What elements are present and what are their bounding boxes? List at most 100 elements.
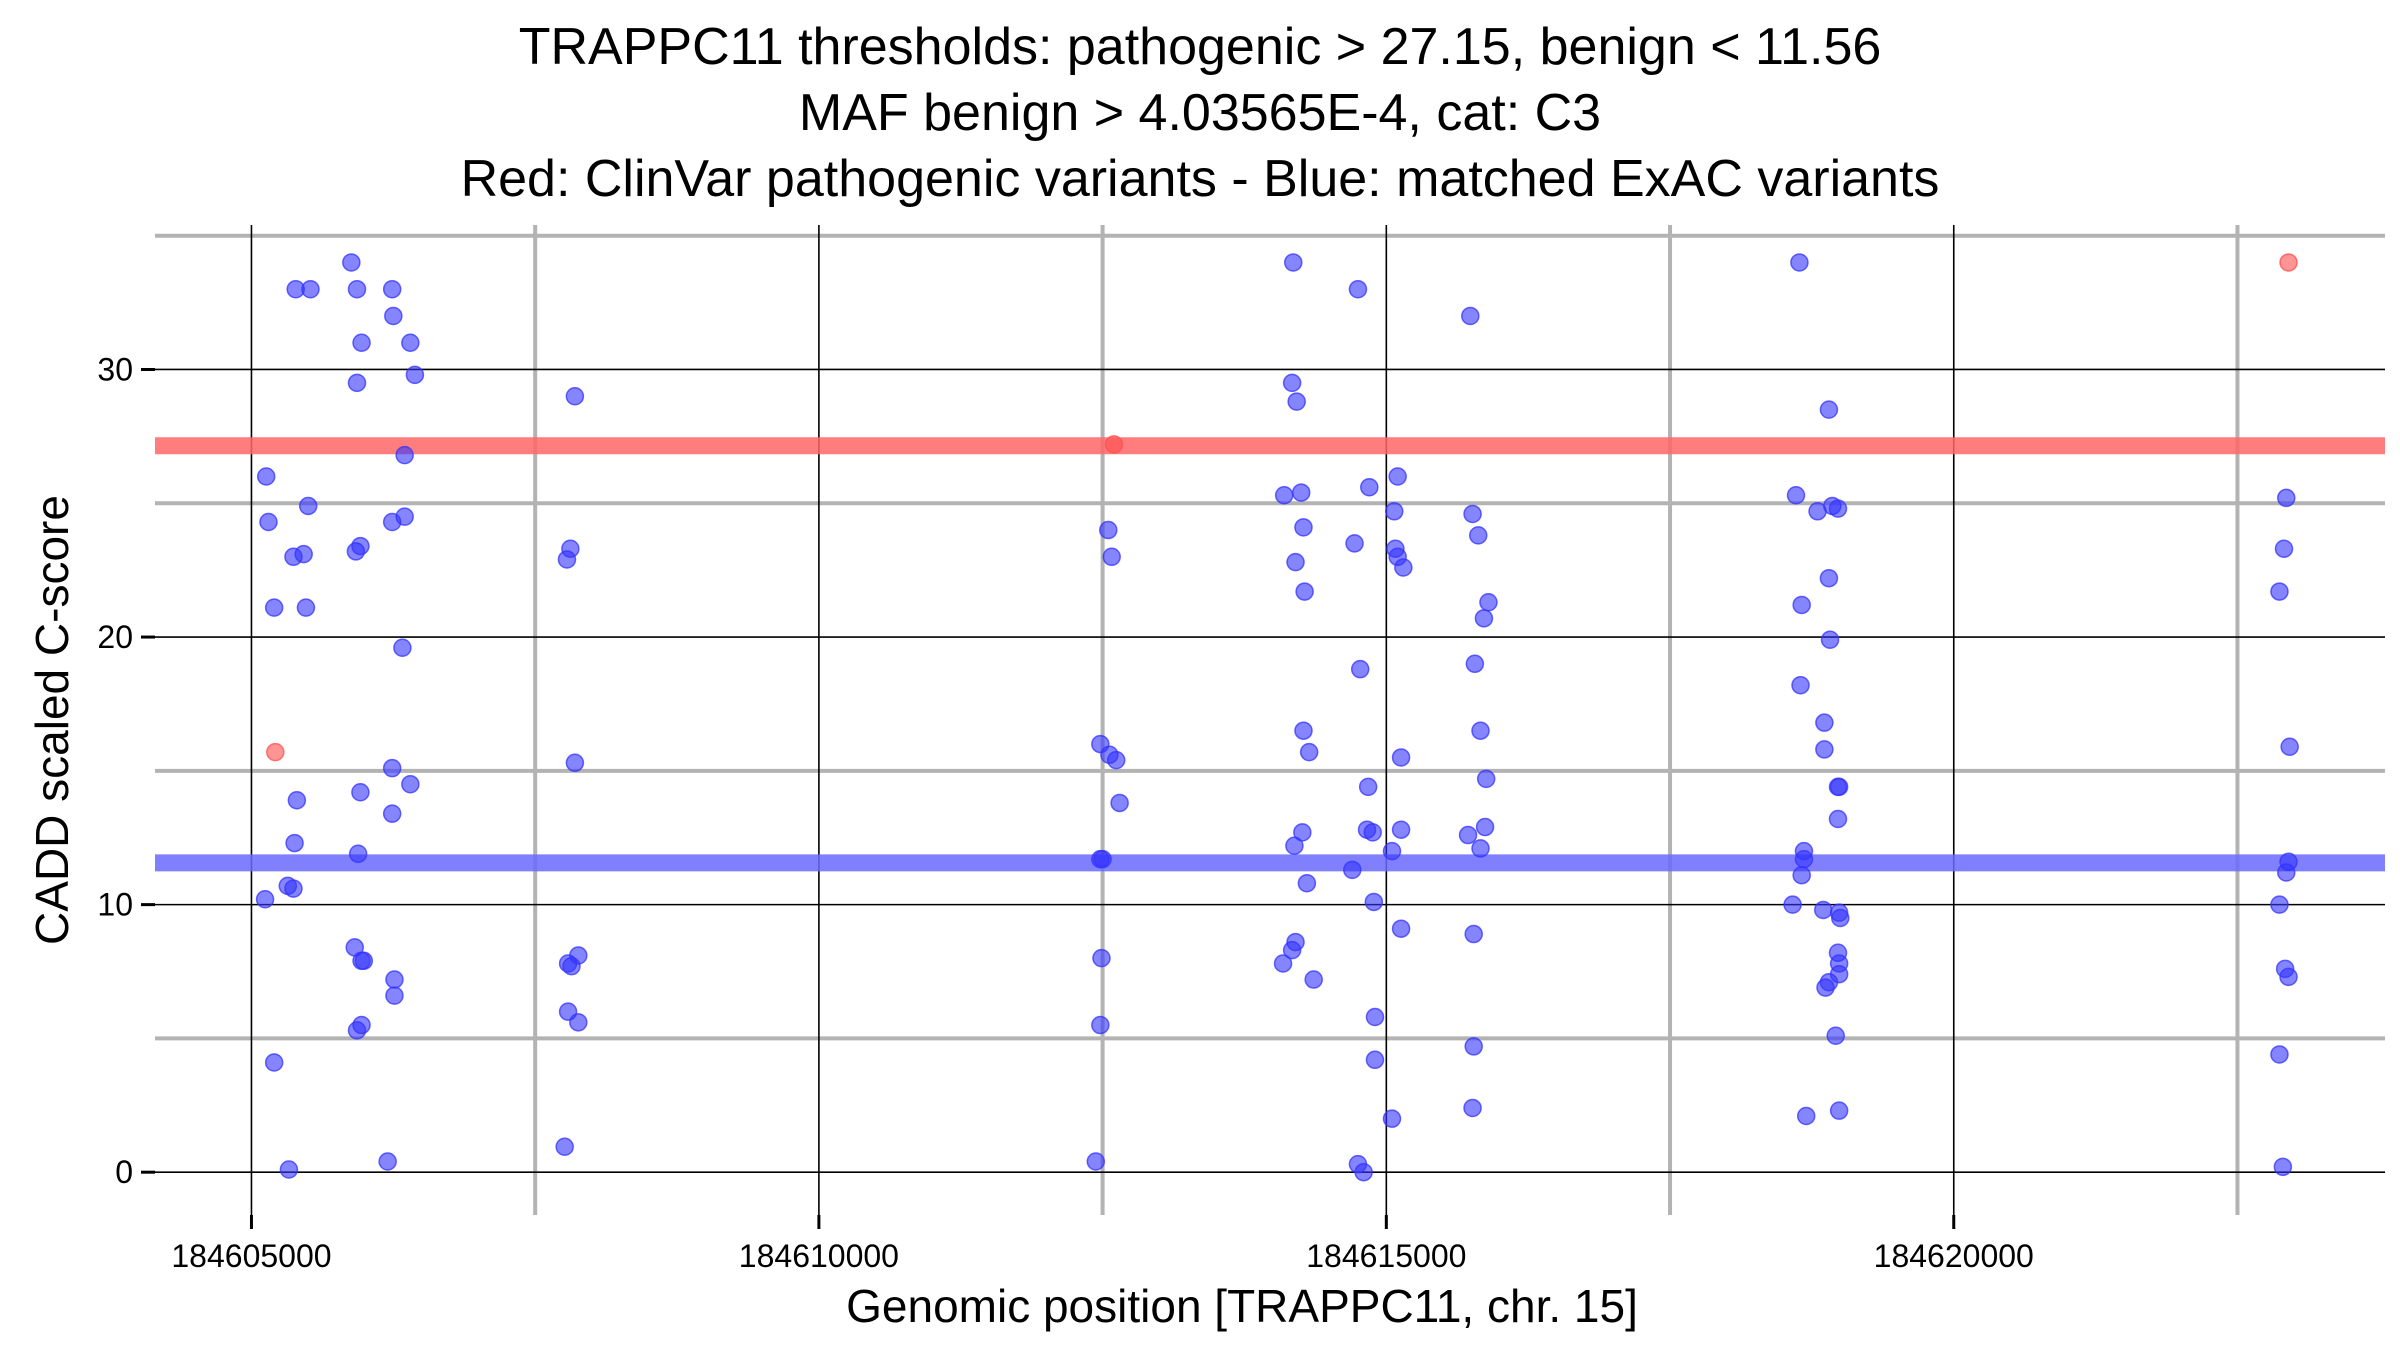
benign-point	[1099, 520, 1118, 540]
benign-point	[1364, 892, 1384, 912]
benign-point	[1831, 908, 1850, 928]
x-tick-label: 184605000	[171, 1238, 331, 1274]
benign-point	[1461, 306, 1480, 326]
benign-point	[285, 833, 304, 853]
benign-point	[565, 753, 585, 773]
benign-point	[385, 970, 404, 989]
benign-point	[1463, 504, 1482, 524]
benign-point	[1820, 630, 1840, 649]
benign-point	[1479, 593, 1498, 612]
benign-point	[1110, 793, 1129, 813]
benign-point	[2273, 1157, 2293, 1177]
benign-point	[346, 542, 366, 561]
benign-point	[2270, 895, 2289, 914]
benign-point	[1363, 823, 1382, 842]
benign-point	[384, 306, 403, 326]
benign-point	[1474, 609, 1494, 628]
benign-point	[1282, 940, 1302, 960]
benign-point	[352, 333, 371, 352]
y-tick-label: 20	[97, 619, 133, 655]
benign-point	[1304, 970, 1323, 989]
benign-point	[294, 544, 313, 564]
benign-point	[347, 1021, 367, 1040]
benign-point	[1358, 777, 1378, 797]
benign-point	[1291, 483, 1311, 502]
title-line-3: Red: ClinVar pathogenic variants - Blue:…	[460, 150, 1940, 208]
benign-point	[1790, 253, 1809, 272]
benign-point	[555, 1137, 574, 1157]
y-tick-label: 10	[97, 887, 133, 923]
data-points	[255, 253, 2299, 1182]
benign-point	[354, 951, 374, 971]
benign-point	[1792, 595, 1811, 615]
benign-point	[382, 279, 402, 299]
benign-point	[2280, 737, 2299, 757]
benign-point	[1826, 1026, 1845, 1045]
benign-point	[298, 496, 318, 516]
benign-point	[1286, 552, 1305, 572]
benign-point	[1092, 948, 1111, 968]
benign-point	[562, 956, 581, 976]
benign-point	[347, 279, 367, 299]
benign-point	[1293, 823, 1312, 842]
benign-point	[351, 782, 370, 802]
benign-point	[1285, 836, 1304, 856]
title-line-1: TRAPPC11 thresholds: pathogenic > 27.15,…	[518, 18, 1882, 76]
benign-point	[1294, 518, 1313, 537]
benign-point	[405, 365, 425, 385]
axes: 184605000 184610000 184615000 184620000 0 10 2…	[97, 351, 2033, 1274]
benign-point	[1345, 534, 1364, 553]
y-tick-label: 30	[97, 351, 133, 387]
benign-point	[1783, 895, 1802, 914]
benign-point	[1273, 954, 1293, 973]
benign-point	[284, 879, 303, 898]
benign-point	[1816, 978, 1835, 997]
benign-point	[1287, 392, 1306, 411]
benign-point	[378, 1152, 397, 1171]
benign-point	[1475, 817, 1495, 837]
benign-point	[1354, 1162, 1373, 1182]
benign-point	[1274, 485, 1294, 505]
benign-point	[1343, 860, 1362, 880]
benign-point	[1299, 742, 1319, 762]
benign-point	[2279, 852, 2298, 872]
benign-point	[264, 1053, 284, 1072]
benign-point	[385, 986, 404, 1005]
benign-point	[1394, 558, 1413, 577]
benign-point	[287, 791, 307, 810]
benign-point	[1829, 777, 1849, 797]
benign-point	[1464, 1037, 1483, 1056]
benign-point	[1350, 659, 1370, 679]
pathogenic-point	[2279, 253, 2298, 272]
benign-point	[1828, 809, 1848, 829]
pathogenic-point	[1104, 435, 1124, 454]
benign-point	[347, 373, 367, 393]
x-axis-title: Genomic position [TRAPPC11, chr. 15]	[846, 1280, 1638, 1332]
pathogenic-point	[266, 742, 285, 762]
benign-point	[569, 1013, 588, 1032]
benign-point	[401, 333, 420, 352]
benign-point	[382, 758, 402, 778]
benign-point	[1471, 721, 1490, 740]
benign-point	[1295, 582, 1314, 601]
threshold-lines	[155, 437, 2385, 872]
benign-point	[1391, 919, 1411, 938]
benign-point	[565, 386, 585, 406]
benign-point	[1391, 820, 1411, 839]
benign-point	[1294, 721, 1313, 740]
benign-point	[1365, 1050, 1385, 1070]
title-line-2: MAF benign > 4.03565E-4, cat: C3	[798, 84, 1602, 142]
benign-point	[1297, 873, 1317, 893]
y-axis-title: CADD scaled C-score	[26, 495, 78, 945]
benign-point	[1792, 865, 1811, 885]
benign-point	[1086, 1152, 1106, 1171]
benign-point	[401, 774, 420, 794]
x-tick-label: 184615000	[1306, 1238, 1466, 1274]
benign-point	[1102, 547, 1121, 567]
benign-point	[264, 598, 284, 617]
benign-point	[2277, 488, 2296, 508]
benign-point	[301, 279, 320, 299]
benign-point	[1786, 485, 1806, 505]
benign-point	[255, 890, 275, 909]
benign-point	[382, 804, 402, 823]
